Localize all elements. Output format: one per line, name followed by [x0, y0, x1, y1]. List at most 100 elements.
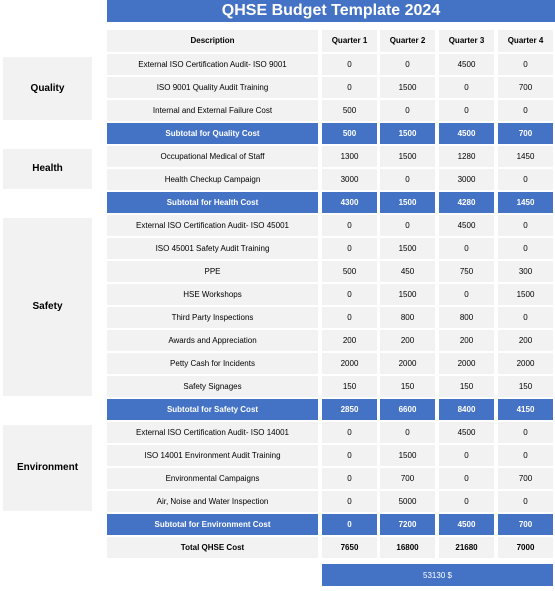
row-q1-value: 0	[322, 283, 377, 306]
row-description: External ISO Certification Audit- ISO 90…	[107, 53, 318, 76]
row-q1-value: 0	[322, 490, 377, 513]
row-q4-value: 150	[498, 375, 553, 398]
row-q4-value: 1500	[498, 283, 553, 306]
row-q2-value: 0	[380, 421, 435, 444]
total-label: Total QHSE Cost	[107, 536, 318, 559]
row-q4-value: 0	[498, 237, 553, 260]
row-q4-value: 0	[498, 306, 553, 329]
subtotal-label: Subtotal for Safety Cost	[107, 398, 318, 421]
row-q1-value: 0	[322, 467, 377, 490]
row-q2-value: 0	[380, 53, 435, 76]
row-description: Safety Signages	[107, 375, 318, 398]
row-q4-value: 200	[498, 329, 553, 352]
row-q2-value: 0	[380, 99, 435, 122]
row-q1-value: 0	[322, 214, 377, 237]
subtotal-q4-value: 700	[498, 513, 553, 536]
row-q1-value: 0	[322, 53, 377, 76]
category-quality: Quality	[3, 56, 92, 120]
row-q3-value: 0	[439, 283, 494, 306]
row-q1-value: 500	[322, 99, 377, 122]
subtotal-q2-value: 6600	[380, 398, 435, 421]
row-q2-value: 150	[380, 375, 435, 398]
subtotal-q3-value: 8400	[439, 398, 494, 421]
row-description: ISO 9001 Quality Audit Training	[107, 76, 318, 99]
subtotal-q4-value: 700	[498, 122, 553, 145]
subtotal-q2-value: 1500	[380, 191, 435, 214]
row-q3-value: 4500	[439, 214, 494, 237]
row-description: Air, Noise and Water Inspection	[107, 490, 318, 513]
row-q2-value: 1500	[380, 283, 435, 306]
row-q1-value: 3000	[322, 168, 377, 191]
row-q3-value: 2000	[439, 352, 494, 375]
row-q3-value: 1280	[439, 145, 494, 168]
total-q4-value: 7000	[498, 536, 553, 559]
header-quarter-4: Quarter 4	[498, 30, 553, 52]
row-q4-value: 300	[498, 260, 553, 283]
row-description: External ISO Certification Audit- ISO 14…	[107, 421, 318, 444]
row-description: Internal and External Failure Cost	[107, 99, 318, 122]
row-q3-value: 0	[439, 444, 494, 467]
row-q2-value: 450	[380, 260, 435, 283]
subtotal-q1-value: 2850	[322, 398, 377, 421]
row-q2-value: 1500	[380, 444, 435, 467]
row-q4-value: 0	[498, 444, 553, 467]
row-description: Third Party Inspections	[107, 306, 318, 329]
row-q1-value: 0	[322, 306, 377, 329]
row-q1-value: 0	[322, 444, 377, 467]
row-q2-value: 0	[380, 168, 435, 191]
row-q2-value: 200	[380, 329, 435, 352]
header-quarter-3: Quarter 3	[439, 30, 494, 52]
row-q4-value: 700	[498, 467, 553, 490]
row-q3-value: 4500	[439, 53, 494, 76]
subtotal-q1-value: 0	[322, 513, 377, 536]
total-q1-value: 7650	[322, 536, 377, 559]
grand-total: 53130 $	[322, 564, 553, 586]
row-description: Awards and Appreciation	[107, 329, 318, 352]
row-q2-value: 700	[380, 467, 435, 490]
row-q1-value: 0	[322, 421, 377, 444]
row-description: Environmental Campaigns	[107, 467, 318, 490]
row-q3-value: 0	[439, 76, 494, 99]
subtotal-q4-value: 4150	[498, 398, 553, 421]
row-q2-value: 800	[380, 306, 435, 329]
subtotal-q4-value: 1450	[498, 191, 553, 214]
category-safety: Safety	[3, 217, 92, 396]
row-q4-value: 0	[498, 421, 553, 444]
row-q1-value: 0	[322, 237, 377, 260]
total-q3-value: 21680	[439, 536, 494, 559]
row-q1-value: 200	[322, 329, 377, 352]
row-q2-value: 1500	[380, 76, 435, 99]
row-q3-value: 0	[439, 237, 494, 260]
total-q2-value: 16800	[380, 536, 435, 559]
subtotal-q2-value: 7200	[380, 513, 435, 536]
row-q1-value: 1300	[322, 145, 377, 168]
row-q2-value: 1500	[380, 145, 435, 168]
row-q3-value: 150	[439, 375, 494, 398]
row-description: External ISO Certification Audit- ISO 45…	[107, 214, 318, 237]
row-q2-value: 2000	[380, 352, 435, 375]
row-description: Health Checkup Campaign	[107, 168, 318, 191]
subtotal-q3-value: 4500	[439, 122, 494, 145]
row-q1-value: 500	[322, 260, 377, 283]
subtotal-q1-value: 4300	[322, 191, 377, 214]
row-q4-value: 0	[498, 53, 553, 76]
row-q3-value: 200	[439, 329, 494, 352]
row-description: ISO 45001 Safety Audit Training	[107, 237, 318, 260]
subtotal-q3-value: 4500	[439, 513, 494, 536]
subtotal-label: Subtotal for Quality Cost	[107, 122, 318, 145]
page-title: QHSE Budget Template 2024	[107, 0, 555, 22]
subtotal-label: Subtotal for Health Cost	[107, 191, 318, 214]
row-q3-value: 3000	[439, 168, 494, 191]
row-q3-value: 0	[439, 99, 494, 122]
category-health: Health	[3, 148, 92, 189]
row-q4-value: 0	[498, 490, 553, 513]
row-q4-value: 700	[498, 76, 553, 99]
subtotal-q3-value: 4280	[439, 191, 494, 214]
row-q1-value: 0	[322, 76, 377, 99]
row-q1-value: 2000	[322, 352, 377, 375]
subtotal-q1-value: 500	[322, 122, 377, 145]
row-q2-value: 5000	[380, 490, 435, 513]
header-quarter-2: Quarter 2	[380, 30, 435, 52]
subtotal-label: Subtotal for Environment Cost	[107, 513, 318, 536]
row-q4-value: 0	[498, 214, 553, 237]
